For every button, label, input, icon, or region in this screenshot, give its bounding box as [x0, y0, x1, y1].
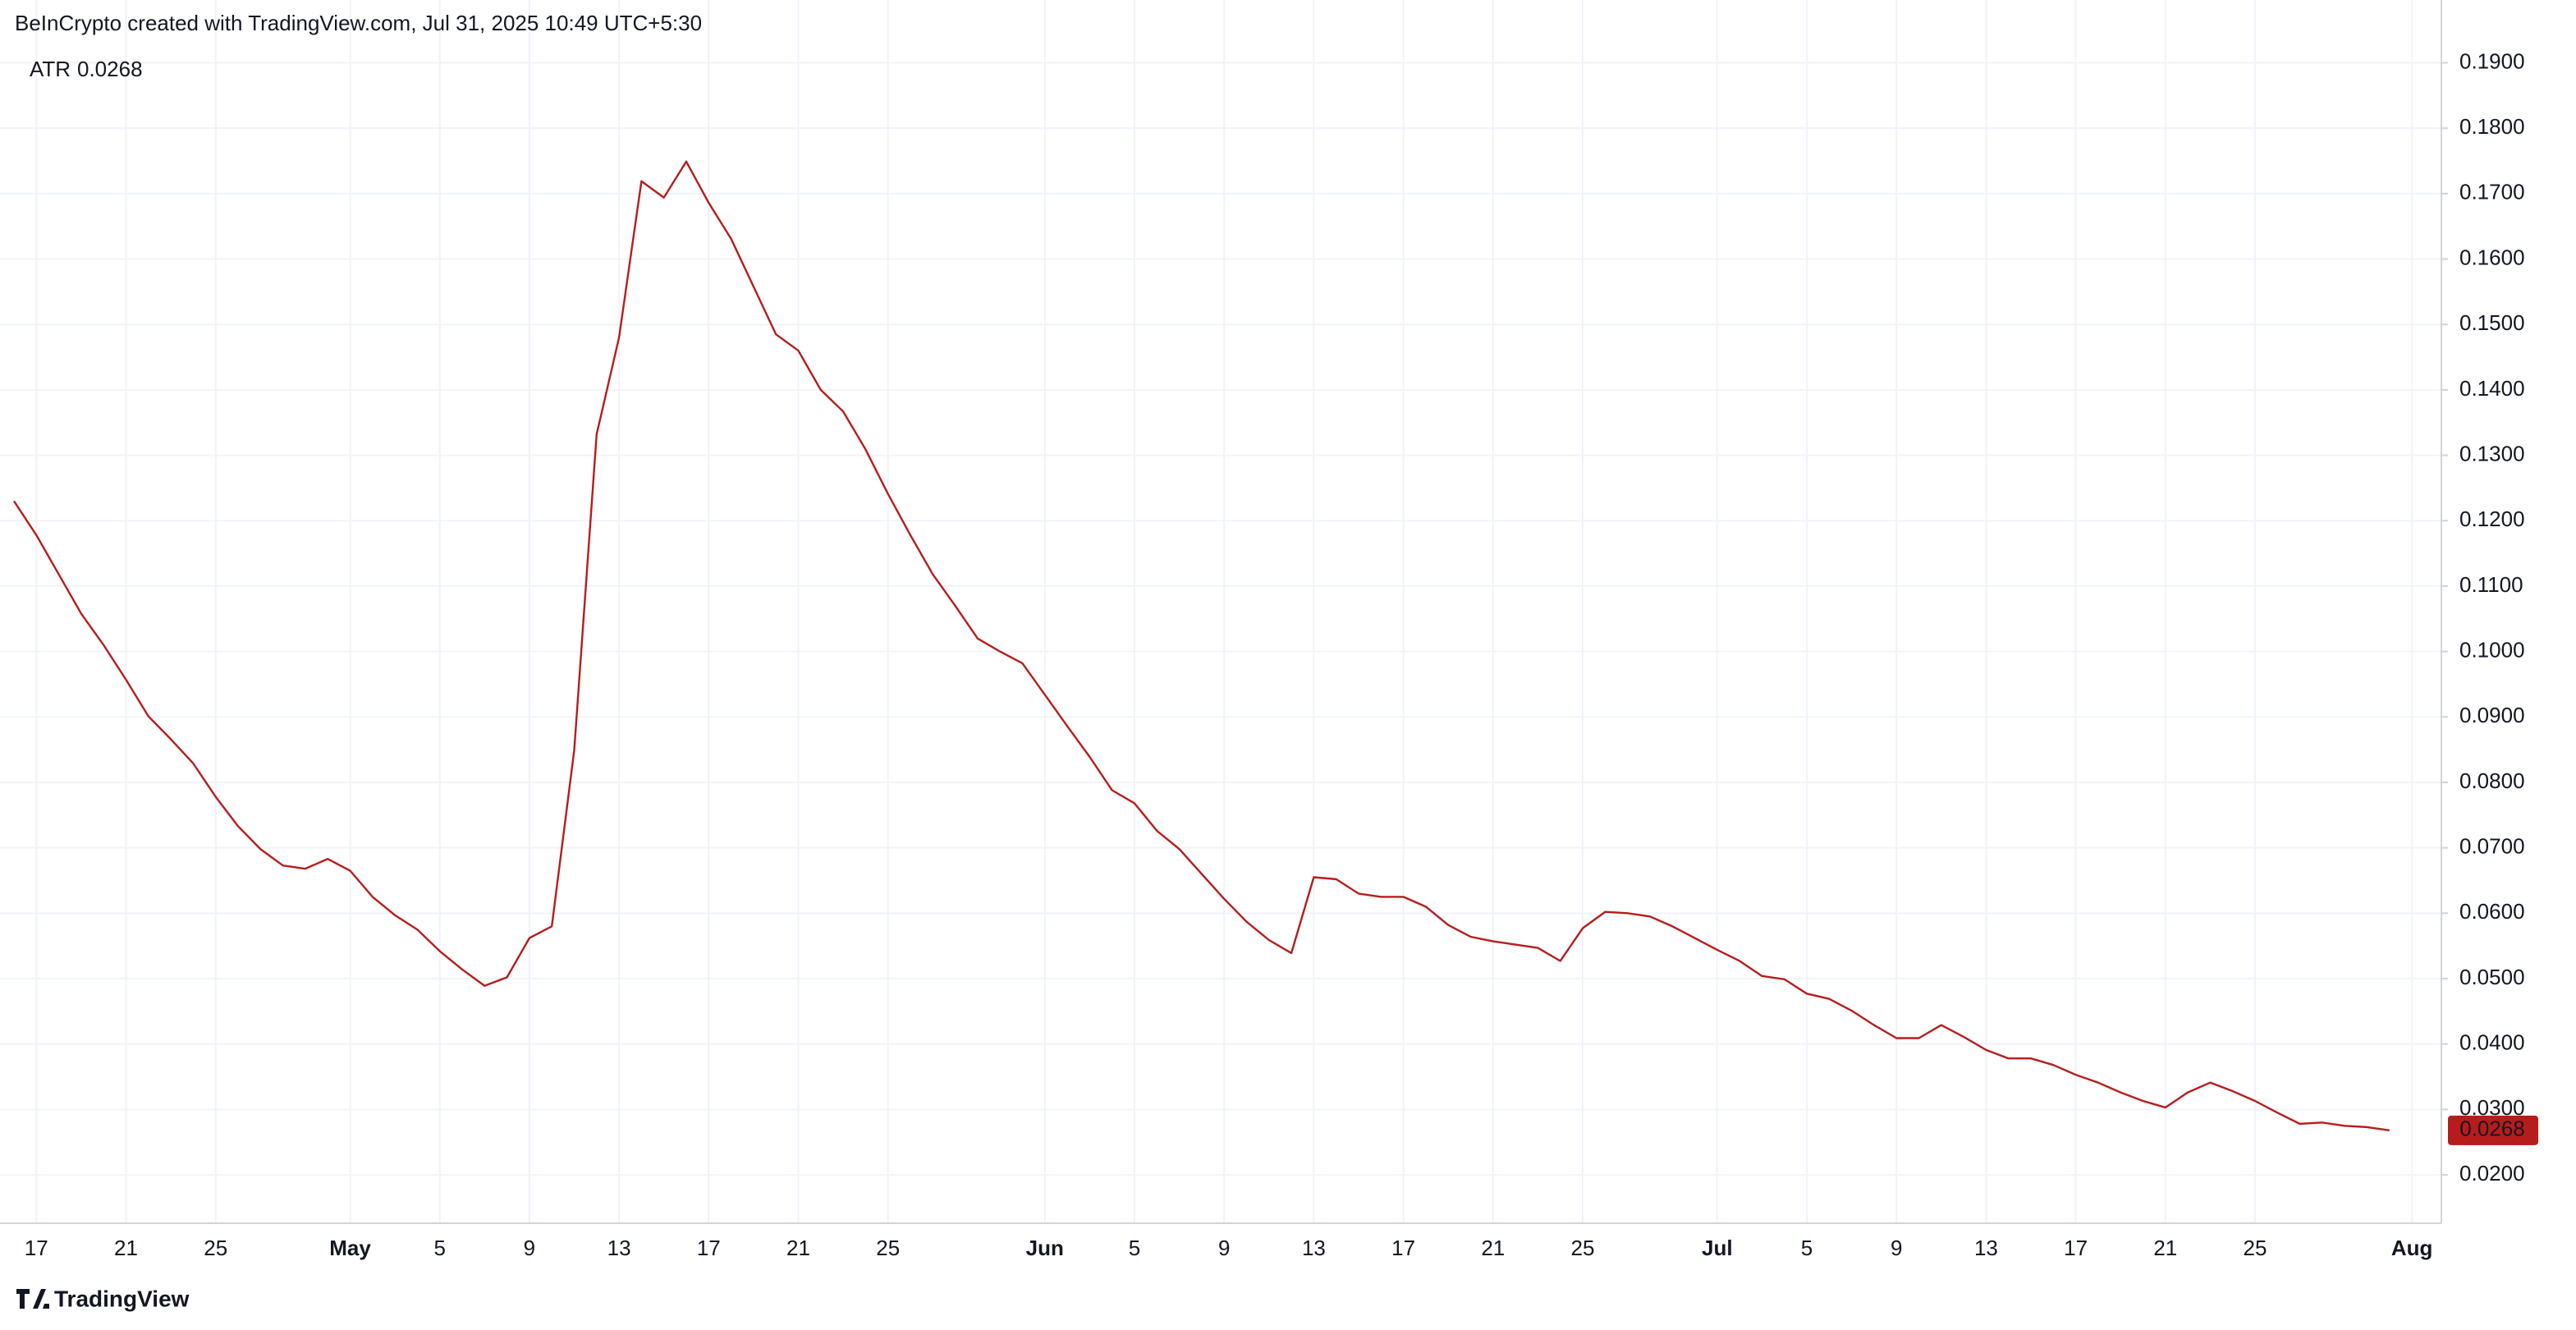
y-tick-label: 0.1600 — [2459, 245, 2525, 269]
x-tick-label: 17 — [1391, 1236, 1415, 1260]
x-tick-label: 25 — [1571, 1236, 1595, 1260]
x-tick-label: Aug — [2391, 1236, 2433, 1260]
x-tick-label: 17 — [25, 1236, 48, 1260]
x-tick-label: 21 — [114, 1236, 138, 1260]
x-tick-label: May — [329, 1236, 371, 1260]
legend-value: 0.0268 — [77, 57, 143, 81]
grid — [0, 0, 2441, 1223]
y-tick-label: 0.0900 — [2459, 703, 2525, 727]
y-tick-label: 0.1900 — [2459, 48, 2525, 73]
y-tick-label: 0.1500 — [2459, 310, 2525, 335]
x-tick-label: 25 — [204, 1236, 227, 1260]
y-tick-label: 0.0500 — [2459, 965, 2525, 989]
y-tick-label: 0.1700 — [2459, 180, 2525, 204]
x-tick-label: Jun — [1026, 1236, 1064, 1260]
x-tick-label: 25 — [876, 1236, 900, 1260]
legend-name: ATR — [30, 57, 71, 81]
x-tick-label: 21 — [2153, 1236, 2177, 1260]
x-tick-label: 5 — [433, 1236, 445, 1260]
x-tick-label: 13 — [1302, 1236, 1326, 1260]
y-tick-label: 0.1200 — [2459, 507, 2525, 531]
y-tick-label: 0.1100 — [2459, 572, 2523, 597]
tradingview-logo — [16, 1289, 49, 1309]
y-tick-label: 0.0800 — [2459, 768, 2525, 793]
x-tick-label: 9 — [524, 1236, 535, 1260]
y-tick-label: 0.0600 — [2459, 899, 2525, 924]
last-value-label: 0.0268 — [2459, 1117, 2525, 1141]
y-tick-label: 0.1800 — [2459, 114, 2525, 139]
footer: TradingView — [54, 1286, 190, 1311]
y-tick-label: 0.1400 — [2459, 376, 2525, 401]
x-tick-label: 21 — [786, 1236, 810, 1260]
x-tick-label: 5 — [1129, 1236, 1140, 1260]
x-tick-label: 17 — [2064, 1236, 2088, 1260]
atr-line — [12, 160, 2390, 1132]
chart-title: BeInCrypto created with TradingView.com,… — [15, 11, 702, 35]
x-tick-label: 5 — [1801, 1236, 1813, 1260]
y-tick-label: 0.0700 — [2459, 834, 2525, 859]
y-tick-label: 0.0400 — [2459, 1030, 2525, 1055]
x-tick-label: 9 — [1891, 1236, 1902, 1260]
x-tick-label: 9 — [1218, 1236, 1230, 1260]
x-tick-label: 17 — [697, 1236, 721, 1260]
x-tick-label: 21 — [1481, 1236, 1505, 1260]
x-tick-label: 13 — [1974, 1236, 1998, 1260]
x-tick-label: 13 — [607, 1236, 631, 1260]
y-tick-label: 0.1000 — [2459, 637, 2525, 662]
x-tick-label: Jul — [1702, 1236, 1733, 1260]
x-tick-label: 25 — [2244, 1236, 2267, 1260]
y-tick-label: 0.0200 — [2459, 1161, 2525, 1186]
y-tick-label: 0.1300 — [2459, 441, 2525, 466]
last-value-tag — [2448, 1115, 2538, 1145]
